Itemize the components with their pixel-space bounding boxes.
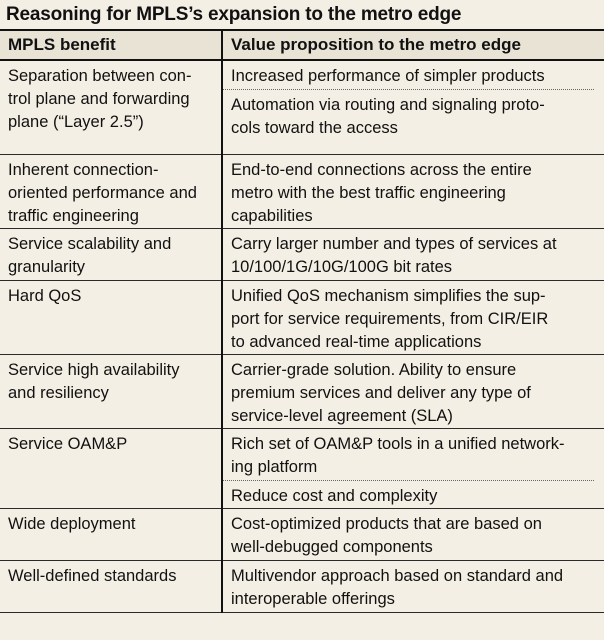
value-cell: Increased performance of simpler product… — [221, 60, 604, 155]
value-text-line: Rich set of OAM&P tools in a unified net… — [231, 434, 565, 453]
table-row: Service OAM&P Rich set of OAM&P tools in … — [0, 428, 604, 509]
benefit-text-line: traffic engineering — [8, 206, 139, 225]
value-text-line: Reduce cost and complexity — [231, 486, 438, 505]
value-text-line: cols toward the access — [231, 119, 398, 137]
benefit-text-line: Wide deployment — [8, 514, 136, 533]
benefit-text-line: Inherent connection- — [8, 160, 159, 179]
value-cell: Unified QoS mechanism simplifies the sup… — [221, 280, 604, 355]
table-row: Hard QoS Unified QoS mechanism simplifies… — [0, 280, 604, 355]
value-text-line: premium services and deliver any type of — [231, 383, 531, 402]
benefit-text-line: Well-defined standards — [8, 566, 177, 585]
value-text-line: End-to-end connections across the entire — [231, 160, 532, 179]
value-cell: Multivendor approach based on standard a… — [221, 560, 604, 613]
value-cell: Rich set of OAM&P tools in a unified net… — [221, 428, 604, 509]
value-text-line: Increased performance of simpler product… — [231, 67, 545, 85]
benefit-text-line: Service OAM&P — [8, 434, 128, 453]
dotted-separator — [223, 89, 594, 90]
benefit-text-line: oriented performance and — [8, 183, 197, 202]
benefit-cell: Service scalability and granularity — [0, 228, 222, 281]
benefit-text-line: Separation between con- — [8, 67, 192, 85]
benefit-cell: Inherent connection-oriented performance… — [0, 154, 222, 229]
value-text-line: Multivendor approach based on standard a… — [231, 566, 564, 585]
comparison-table: MPLS benefit Value proposition to the me… — [0, 31, 604, 613]
title-rule — [0, 29, 604, 31]
benefit-text-line: granularity — [8, 257, 86, 276]
value-cell: Carrier-grade solution. Ability to ensur… — [221, 354, 604, 429]
value-text-line: Carrier-grade solution. Ability to ensur… — [231, 360, 517, 379]
header-mpls-benefit: MPLS benefit — [0, 31, 222, 61]
benefit-text-line: trol plane and forwarding — [8, 90, 190, 108]
benefit-text-line: and resiliency — [8, 383, 109, 402]
benefit-text-line: plane (“Layer 2.5”) — [8, 113, 144, 131]
table-row: Wide deployment Cost-optimized products t… — [0, 508, 604, 561]
benefit-cell: Service OAM&P — [0, 428, 222, 509]
table-row: Service scalability and granularity Carry … — [0, 228, 604, 281]
value-text-line: 10/100/1G/10G/100G bit rates — [231, 257, 453, 276]
benefit-text-line: Service scalability and — [8, 234, 172, 253]
table-row: Separation between con-trol plane and fo… — [0, 60, 604, 155]
value-text-line: service-level agreement (SLA) — [231, 406, 453, 425]
table-body: Separation between con-trol plane and fo… — [0, 60, 604, 613]
table-row: Inherent connection-oriented performance… — [0, 154, 604, 229]
benefit-cell: Well-defined standards — [0, 560, 222, 613]
value-text-line: well-debugged components — [231, 537, 433, 556]
value-text-line: ing platform — [231, 457, 318, 476]
value-text-line: Cost-optimized products that are based o… — [231, 514, 542, 533]
table-row: Service high availability and resiliency C… — [0, 354, 604, 429]
value-text-line: metro with the best traffic engineering — [231, 183, 506, 202]
dotted-separator — [223, 479, 594, 481]
value-text-line: port for service requirements, from CIR/… — [231, 309, 549, 328]
value-text-line: to advanced real-time applications — [231, 332, 482, 351]
benefit-cell: Separation between con-trol plane and fo… — [0, 60, 222, 155]
header-row: MPLS benefit Value proposition to the me… — [0, 31, 604, 61]
value-text-line: Unified QoS mechanism simplifies the sup… — [231, 286, 546, 305]
table-row: Well-defined standards Multivendor approa… — [0, 560, 604, 613]
value-text-line: Automation via routing and signaling pro… — [231, 96, 545, 114]
benefit-text-line: Hard QoS — [8, 286, 82, 305]
benefit-text-line: Service high availability — [8, 360, 180, 379]
value-cell: End-to-end connections across the entire… — [221, 154, 604, 229]
value-text-line: Carry larger number and types of service… — [231, 234, 557, 253]
benefit-cell: Service high availability and resiliency — [0, 354, 222, 429]
benefit-cell: Wide deployment — [0, 508, 222, 561]
value-cell: Cost-optimized products that are based o… — [221, 508, 604, 561]
header-value-proposition: Value proposition to the metro edge — [221, 31, 604, 61]
table-title: Reasoning for MPLS’s expansion to the me… — [6, 4, 462, 25]
value-text-line: interoperable offerings — [231, 589, 395, 608]
value-text-line: capabilities — [231, 206, 313, 225]
value-cell: Carry larger number and types of service… — [221, 228, 604, 281]
benefit-cell: Hard QoS — [0, 280, 222, 355]
